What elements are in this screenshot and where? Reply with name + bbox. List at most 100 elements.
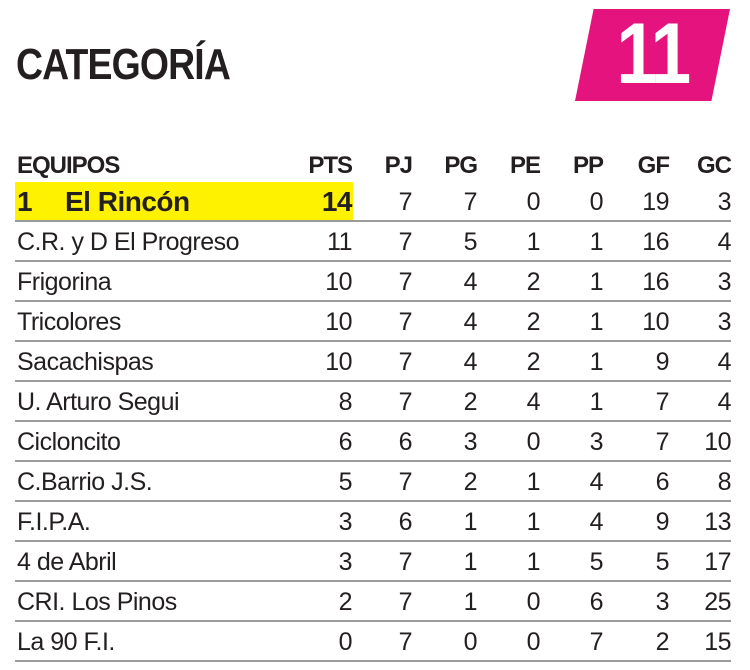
cell-pp: 4 bbox=[589, 468, 604, 496]
table-row: Frigorina 10 7 4 2 1 16 3 bbox=[15, 262, 732, 302]
cell-pts: 11 bbox=[327, 228, 352, 256]
cell-pj: 7 bbox=[398, 628, 413, 656]
table-row: C.R. y D El Progreso 11 7 5 1 1 16 4 bbox=[15, 222, 732, 262]
team-name: F.I.P.A. bbox=[17, 508, 91, 536]
cell-gc: 8 bbox=[717, 468, 732, 496]
cell-pts: 5 bbox=[338, 468, 353, 496]
cell-pe: 1 bbox=[526, 548, 541, 576]
cell-gf: 7 bbox=[655, 428, 670, 456]
cell-pg: 3 bbox=[463, 428, 478, 456]
table-row: CRI. Los Pinos 2 7 1 0 6 3 25 bbox=[15, 582, 732, 622]
team-name: Tricolores bbox=[17, 308, 121, 336]
team-name: Cicloncito bbox=[17, 428, 121, 456]
cell-gf: 6 bbox=[655, 468, 670, 496]
cell-gf: 5 bbox=[655, 548, 670, 576]
table-row: Tricolores 10 7 4 2 1 10 3 bbox=[15, 302, 732, 342]
table-header: EQUIPOS PTS PJ PG PE PP GF GC bbox=[15, 150, 732, 182]
team-name: C.Barrio J.S. bbox=[17, 468, 153, 496]
cell-pj: 7 bbox=[398, 468, 413, 496]
cell-gc: 10 bbox=[704, 428, 731, 456]
cell-pg: 2 bbox=[463, 388, 478, 416]
cell-gc: 4 bbox=[717, 348, 732, 376]
cell-pe: 2 bbox=[526, 268, 541, 296]
cell-pp: 1 bbox=[589, 308, 604, 336]
cell-pj: 7 bbox=[398, 348, 413, 376]
cell-pe: 1 bbox=[526, 468, 541, 496]
cell-gc: 3 bbox=[717, 188, 732, 216]
cell-pp: 0 bbox=[589, 188, 604, 216]
cell-pj: 7 bbox=[398, 188, 413, 216]
cell-pp: 6 bbox=[589, 588, 604, 616]
cell-pe: 2 bbox=[526, 308, 541, 336]
column-header-equipos: EQUIPOS bbox=[17, 152, 120, 179]
cell-pts: 10 bbox=[325, 348, 352, 376]
table-row: La 90 F.I. 0 7 0 0 7 2 15 bbox=[15, 622, 732, 662]
category-badge: 11 bbox=[575, 9, 730, 101]
cell-gf: 9 bbox=[655, 348, 670, 376]
cell-pg: 0 bbox=[463, 628, 478, 656]
cell-pj: 7 bbox=[398, 388, 413, 416]
cell-pe: 0 bbox=[526, 588, 541, 616]
column-header-gf: GF bbox=[637, 152, 670, 179]
cell-pe: 0 bbox=[526, 428, 541, 456]
cell-pts: 10 bbox=[325, 268, 352, 296]
cell-gf: 9 bbox=[655, 508, 670, 536]
cell-pg: 4 bbox=[463, 308, 478, 336]
column-header-pp: PP bbox=[572, 152, 604, 179]
cell-pg: 1 bbox=[463, 588, 478, 616]
cell-pg: 5 bbox=[463, 228, 478, 256]
cell-gf: 10 bbox=[642, 308, 669, 336]
cell-pp: 1 bbox=[589, 388, 604, 416]
column-header-pg: PG bbox=[444, 152, 478, 179]
team-name: 4 de Abril bbox=[17, 548, 117, 576]
column-header-pj: PJ bbox=[384, 152, 413, 179]
cell-pj: 7 bbox=[398, 588, 413, 616]
cell-pe: 1 bbox=[526, 228, 541, 256]
team-name: Sacachispas bbox=[17, 348, 154, 376]
team-label: El Rincón bbox=[65, 186, 190, 217]
cell-pp: 3 bbox=[589, 428, 604, 456]
cell-pp: 1 bbox=[589, 348, 604, 376]
cell-pts: 2 bbox=[338, 588, 353, 616]
team-name: C.R. y D El Progreso bbox=[17, 228, 240, 256]
cell-gc: 4 bbox=[717, 228, 732, 256]
cell-pg: 1 bbox=[463, 508, 478, 536]
cell-pg: 4 bbox=[463, 348, 478, 376]
cell-pg: 4 bbox=[463, 268, 478, 296]
cell-pe: 2 bbox=[526, 348, 541, 376]
cell-pp: 1 bbox=[589, 268, 604, 296]
cell-gc: 13 bbox=[704, 508, 731, 536]
cell-pp: 4 bbox=[589, 508, 604, 536]
cell-gf: 3 bbox=[655, 588, 670, 616]
standings-table: EQUIPOS PTS PJ PG PE PP GF GC 1 El Rincón… bbox=[15, 150, 732, 662]
cell-pts: 10 bbox=[325, 308, 352, 336]
cell-pj: 7 bbox=[398, 268, 413, 296]
leader-highlight bbox=[15, 182, 353, 220]
table-body: C.R. y D El Progreso 11 7 5 1 1 16 4 Frigorina 10… bbox=[15, 222, 732, 662]
cell-gf: 7 bbox=[655, 388, 670, 416]
cell-pj: 6 bbox=[398, 428, 413, 456]
cell-pg: 7 bbox=[463, 188, 478, 216]
cell-pg: 2 bbox=[463, 468, 478, 496]
table-row: C.Barrio J.S. 5 7 2 1 4 6 8 bbox=[15, 462, 732, 502]
category-number: 11 bbox=[616, 6, 691, 102]
team-name: La 90 F.I. bbox=[17, 628, 115, 656]
cell-gc: 3 bbox=[717, 268, 732, 296]
cell-pe: 0 bbox=[526, 188, 541, 216]
cell-pe: 4 bbox=[526, 388, 541, 416]
cell-pts: 14 bbox=[321, 186, 353, 217]
cell-gf: 2 bbox=[655, 628, 670, 656]
team-name: 1 El Rincón bbox=[17, 182, 190, 222]
cell-pp: 7 bbox=[589, 628, 604, 656]
cell-pj: 7 bbox=[398, 548, 413, 576]
cell-pp: 5 bbox=[589, 548, 604, 576]
cell-gc: 25 bbox=[704, 588, 731, 616]
table-row: F.I.P.A. 3 6 1 1 4 9 13 bbox=[15, 502, 732, 542]
cell-gc: 3 bbox=[717, 308, 732, 336]
column-header-pts: PTS bbox=[308, 152, 353, 179]
table-row: Cicloncito 6 6 3 0 3 7 10 bbox=[15, 422, 732, 462]
team-name: U. Arturo Segui bbox=[17, 388, 180, 416]
table-row-leader: 1 El Rincón 14 7 7 0 0 19 3 bbox=[15, 182, 732, 222]
table-row: Sacachispas 10 7 4 2 1 9 4 bbox=[15, 342, 732, 382]
cell-gc: 17 bbox=[704, 548, 731, 576]
